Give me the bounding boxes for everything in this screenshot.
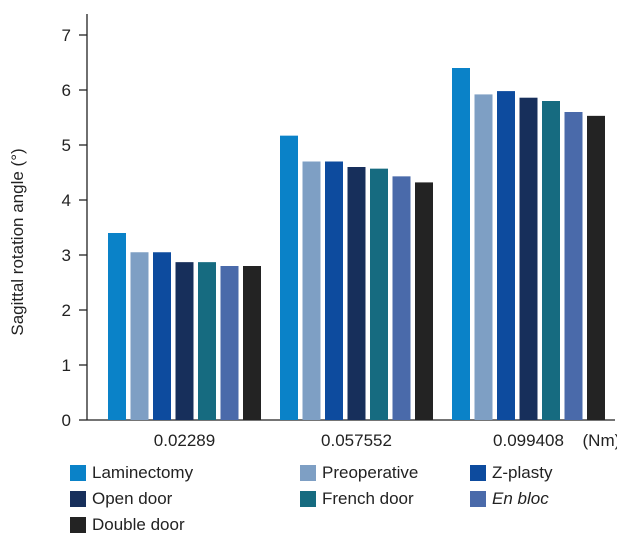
y-axis: 0 1 2 3 4 5 6 7 — [62, 14, 88, 430]
bar — [519, 97, 538, 420]
y-tick-label: 1 — [62, 356, 71, 375]
bar — [452, 68, 470, 420]
bar — [392, 176, 411, 420]
bar — [415, 182, 433, 420]
legend-item: French door — [300, 487, 470, 511]
legend-item: Open door — [70, 487, 300, 511]
legend-swatch — [70, 517, 86, 533]
bar — [175, 262, 194, 420]
y-tick-label: 5 — [62, 136, 71, 155]
bar — [198, 262, 216, 420]
bar — [474, 94, 493, 421]
x-tick-label: 0.02289 — [154, 431, 215, 450]
y-tick-label: 4 — [62, 191, 71, 210]
y-axis-title: Sagittal rotation angle (°) — [8, 148, 27, 335]
x-unit-label: (Nm) — [583, 431, 617, 450]
bar — [542, 101, 560, 420]
legend-swatch — [470, 465, 486, 481]
legend-item: En bloc — [470, 487, 610, 511]
legend-label: Open door — [92, 489, 173, 508]
bar — [243, 266, 261, 420]
legend-item: Preoperative — [300, 461, 470, 485]
legend-label: Z-plasty — [492, 463, 553, 482]
y-tick-label: 3 — [62, 246, 71, 265]
bar — [302, 161, 321, 420]
legend-label: Laminectomy — [92, 463, 194, 482]
bar — [325, 161, 343, 420]
bar — [497, 91, 515, 420]
y-tick-label: 7 — [62, 26, 71, 45]
y-tick-label: 0 — [62, 411, 71, 430]
bar — [220, 266, 239, 420]
legend-swatch — [300, 491, 316, 507]
legend-swatch — [70, 465, 86, 481]
bar — [280, 135, 298, 420]
x-axis: 0.02289 0.057552 0.099408 (Nm) — [87, 419, 617, 450]
legend-label: En bloc — [492, 489, 549, 508]
legend-item: Z-plasty — [470, 461, 610, 485]
legend-label: Double door — [92, 515, 185, 534]
bar — [564, 112, 583, 420]
bar — [108, 233, 126, 420]
y-tick-label: 2 — [62, 301, 71, 320]
legend-item: Laminectomy — [70, 461, 300, 485]
bar — [370, 168, 388, 420]
legend-swatch — [470, 491, 486, 507]
legend-item: Double door — [70, 513, 300, 537]
legend-swatch — [70, 491, 86, 507]
legend: Laminectomy Preoperative Z-plasty Open door… — [70, 461, 610, 537]
bars — [108, 68, 605, 421]
legend-label: Preoperative — [322, 463, 419, 482]
x-tick-label: 0.099408 — [493, 431, 564, 450]
bar-chart: 0 1 2 3 4 5 6 7 0.02289 0.057552 0.099408 (Nm) Sag… — [8, 14, 617, 450]
y-tick-label: 6 — [62, 81, 71, 100]
legend-label: French door — [322, 489, 414, 508]
bar — [347, 167, 366, 420]
bar — [153, 252, 171, 420]
bar — [130, 252, 149, 420]
bar — [587, 115, 605, 420]
x-tick-label: 0.057552 — [321, 431, 392, 450]
legend-swatch — [300, 465, 316, 481]
